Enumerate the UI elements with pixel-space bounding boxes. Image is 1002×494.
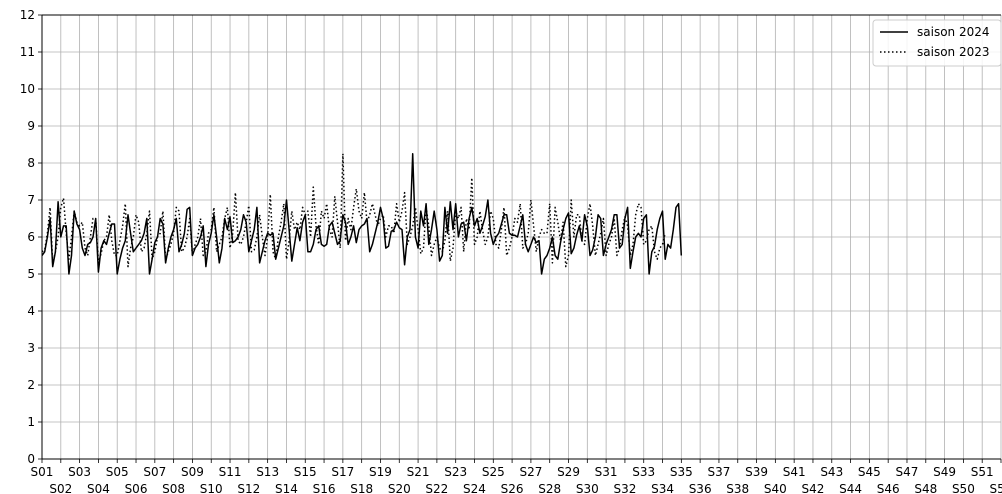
x-tick-label: S46 (877, 482, 900, 494)
y-tick-label: 7 (27, 193, 35, 207)
y-tick-label: 10 (20, 82, 35, 96)
legend: saison 2024 saison 2023 (872, 19, 1002, 67)
x-tick-label: S09 (181, 465, 204, 479)
x-tick-label: S35 (670, 465, 693, 479)
x-tick-label: S34 (651, 482, 674, 494)
x-tick-label: S39 (745, 465, 768, 479)
x-tick-label: S49 (933, 465, 956, 479)
y-tick-label: 9 (27, 119, 35, 133)
x-tick-label: S06 (125, 482, 148, 494)
x-tick-labels: S01 S02 S03 S04 S05 S06 S07 S08 S09 S10 S11 S12 S13 S… (31, 465, 1002, 494)
x-tick-label: S52 (990, 482, 1002, 494)
y-tick-label: 5 (27, 267, 35, 281)
x-tick-label: S19 (369, 465, 392, 479)
x-tick-label: S22 (425, 482, 448, 494)
x-tick-label: S43 (820, 465, 843, 479)
series-line-saison-2023 (41, 153, 666, 268)
x-tick-label: S02 (49, 482, 72, 494)
x-tick-label: S23 (444, 465, 467, 479)
x-tick-label: S16 (313, 482, 336, 494)
x-tick-label: S27 (519, 465, 542, 479)
series-line-saison-2024 (41, 153, 683, 275)
x-tick-label: S48 (914, 482, 937, 494)
x-tick-label: S28 (538, 482, 561, 494)
y-tick-label: 0 (27, 452, 35, 466)
x-tick-label: S20 (388, 482, 411, 494)
x-tick-label: S04 (87, 482, 110, 494)
x-tick-label: S15 (294, 465, 317, 479)
x-tick-label: S29 (557, 465, 580, 479)
y-tick-label: 11 (20, 45, 35, 59)
x-tick-label: S11 (219, 465, 242, 479)
legend-label-2023: saison 2023 (917, 45, 990, 59)
x-tick-label: S41 (783, 465, 806, 479)
x-tick-label: S03 (68, 465, 91, 479)
x-tick-label: S05 (106, 465, 129, 479)
x-tick-label: S25 (482, 465, 505, 479)
x-tick-label: S01 (31, 465, 54, 479)
x-tick-label: S50 (952, 482, 975, 494)
y-tick-label: 3 (27, 341, 35, 355)
x-tick-label: S10 (200, 482, 223, 494)
x-tick-label: S18 (350, 482, 373, 494)
x-tick-label: S42 (802, 482, 825, 494)
x-tick-label: S45 (858, 465, 881, 479)
x-tick-label: S44 (839, 482, 862, 494)
x-tick-label: S38 (726, 482, 749, 494)
x-tick-label: S24 (463, 482, 486, 494)
x-tick-label: S12 (237, 482, 260, 494)
x-tick-label: S13 (256, 465, 279, 479)
y-tick-label: 12 (20, 8, 35, 22)
axes (38, 14, 1002, 463)
legend-label-2024: saison 2024 (917, 25, 990, 39)
y-tick-label: 4 (27, 304, 35, 318)
x-tick-label: S17 (331, 465, 354, 479)
x-tick-label: S26 (501, 482, 524, 494)
x-tick-label: S14 (275, 482, 298, 494)
x-tick-label: S21 (407, 465, 430, 479)
y-tick-label: 1 (27, 415, 35, 429)
x-tick-label: S33 (632, 465, 655, 479)
x-tick-label: S37 (707, 465, 730, 479)
x-tick-label: S31 (595, 465, 618, 479)
y-tick-label: 2 (27, 378, 35, 392)
x-tick-label: S30 (576, 482, 599, 494)
x-tick-label: S36 (689, 482, 712, 494)
x-tick-label: S08 (162, 482, 185, 494)
x-tick-label: S51 (971, 465, 994, 479)
series-lines (41, 153, 683, 275)
x-tick-label: S40 (764, 482, 787, 494)
y-tick-label: 6 (27, 230, 35, 244)
x-tick-label: S07 (143, 465, 166, 479)
y-tick-label: 8 (27, 156, 35, 170)
x-tick-label: S47 (896, 465, 919, 479)
x-tick-label: S32 (613, 482, 636, 494)
